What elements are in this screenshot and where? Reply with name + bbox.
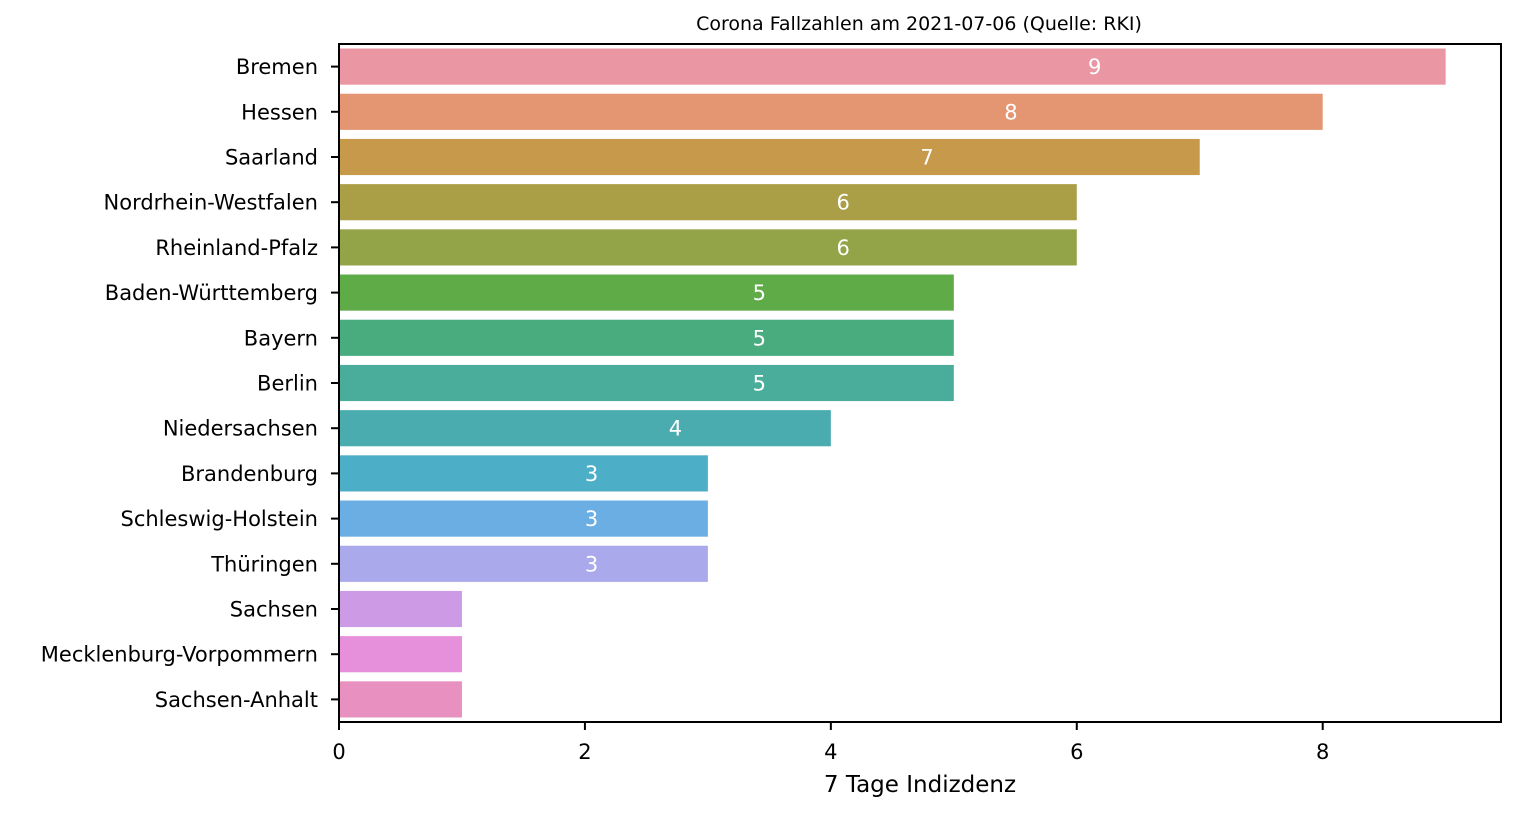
bar-3	[339, 184, 1077, 221]
bar-9	[339, 455, 708, 492]
bar-7	[339, 364, 954, 402]
bar-2	[339, 138, 1200, 176]
bar-value-label: 4	[669, 417, 682, 441]
y-tick-label: Berlin	[257, 372, 318, 396]
y-tick-label: Brandenburg	[181, 462, 318, 486]
x-tick-label: 0	[332, 740, 345, 764]
bar-value-label: 5	[753, 326, 766, 350]
bar-value-label: 3	[585, 552, 598, 576]
bar-value-label: 6	[836, 191, 849, 215]
x-tick-label: 4	[824, 740, 837, 764]
y-tick-label: Baden-Württemberg	[105, 281, 318, 305]
y-axis-ticks: Bremen Hessen Saarland Nordrhein-Westfalen R…	[41, 55, 339, 712]
chart-title: Corona Fallzahlen am 2021-07-06 (Quelle:…	[696, 13, 1142, 35]
bar-value-label: 5	[753, 372, 766, 396]
bar-value-label: 3	[585, 462, 598, 486]
bar-11	[339, 545, 708, 582]
x-tick-label: 6	[1070, 740, 1083, 764]
bar-value-label: 7	[920, 146, 933, 170]
x-axis-label: 7 Tage Indizdenz	[824, 772, 1016, 798]
bar-value-label: 3	[585, 507, 598, 531]
bar-12	[339, 590, 462, 628]
y-tick-label: Niedersachsen	[163, 417, 318, 441]
bar-8	[339, 410, 831, 447]
bars-layer	[339, 48, 1446, 718]
x-tick-label: 2	[578, 740, 591, 764]
y-tick-label: Mecklenburg-Vorpommern	[41, 643, 318, 667]
y-tick-label: Bayern	[244, 326, 318, 350]
bar-value-label: 5	[753, 281, 766, 305]
bar-14	[339, 681, 462, 718]
y-tick-label: Sachsen	[230, 598, 318, 622]
y-tick-label: Hessen	[241, 100, 318, 124]
plot-frame	[338, 43, 1502, 723]
y-tick-label: Saarland	[225, 146, 318, 170]
bar-value-label: 6	[836, 236, 849, 260]
bar-labels-layer: 9 8 7 6 6 5 5 5 4 3 3 3	[585, 55, 1102, 576]
y-tick-label: Thüringen	[210, 552, 318, 576]
x-tick-label: 8	[1316, 740, 1329, 764]
x-axis-ticks: 0 2 4 6 8	[332, 722, 1329, 764]
bar-10	[339, 500, 708, 537]
bar-5	[339, 274, 954, 311]
bar-1	[339, 93, 1323, 130]
y-tick-label: Sachsen-Anhalt	[155, 688, 318, 712]
y-tick-label: Nordrhein-Westfalen	[104, 191, 318, 215]
y-tick-label: Rheinland-Pfalz	[155, 236, 318, 260]
bar-13	[339, 636, 462, 673]
bar-value-label: 8	[1004, 100, 1017, 124]
bar-value-label: 9	[1088, 55, 1101, 79]
bar-4	[339, 229, 1077, 266]
bar-0	[339, 48, 1446, 85]
y-tick-label: Schleswig-Holstein	[120, 507, 318, 531]
y-tick-label: Bremen	[236, 55, 318, 79]
bar-6	[339, 319, 954, 356]
